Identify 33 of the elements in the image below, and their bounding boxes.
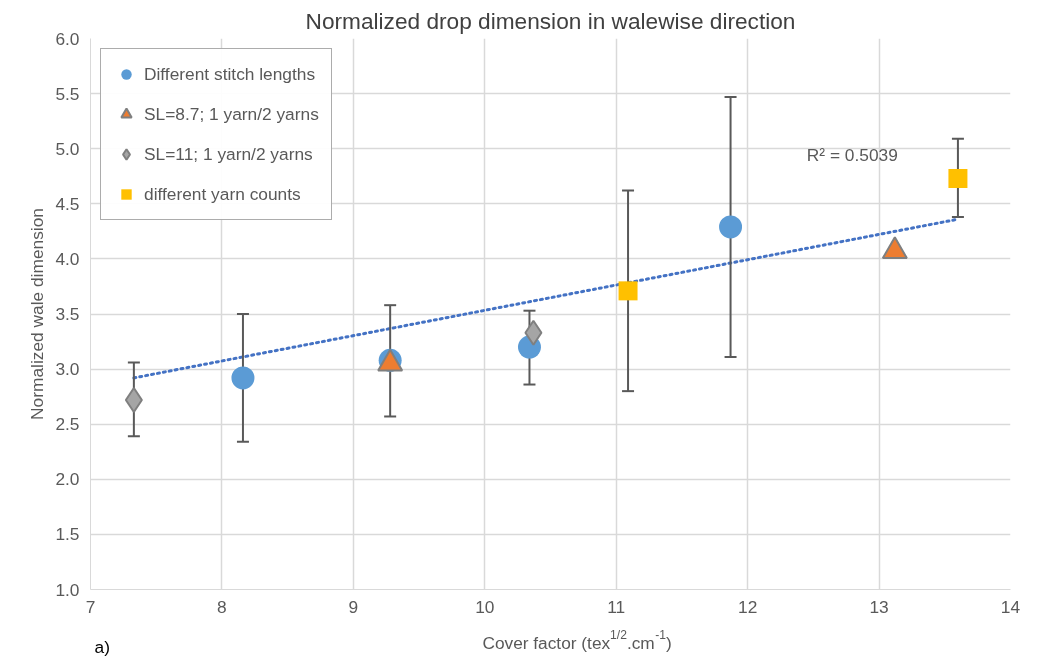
point bbox=[124, 386, 143, 413]
legend-label: SL=11; 1 yarn/2 yarns bbox=[144, 143, 313, 165]
y-tick-label: 1.0 bbox=[55, 579, 80, 600]
point bbox=[524, 319, 543, 346]
y-tick-label: 6.0 bbox=[55, 28, 80, 49]
x-tick-label: 10 bbox=[475, 596, 495, 617]
x-tick-label: 9 bbox=[348, 596, 359, 617]
point bbox=[618, 281, 638, 301]
y-tick-label: 5.0 bbox=[55, 138, 80, 159]
y-tick-label: 3.5 bbox=[55, 304, 80, 324]
y-tick-label: 2.5 bbox=[55, 414, 80, 435]
y-tick-label: 4.0 bbox=[55, 248, 80, 269]
point bbox=[948, 168, 968, 188]
point bbox=[231, 366, 255, 390]
y-tick-label: 3.0 bbox=[55, 359, 80, 380]
x-tick-label: 8 bbox=[217, 596, 227, 617]
legend-label: Different stitch lengths bbox=[144, 63, 316, 85]
legend-label: SL=8.7; 1 yarn/2 yarns bbox=[144, 103, 319, 125]
legend-label: different yarn counts bbox=[144, 183, 301, 205]
x-tick-label: 11 bbox=[607, 596, 626, 617]
x-tick-label: 13 bbox=[869, 596, 889, 617]
y-tick-label: 2.0 bbox=[55, 469, 80, 490]
y-axis-title: Normalized wale dimension bbox=[27, 208, 48, 420]
chart-title: Normalized drop dimension in walewise direction bbox=[305, 7, 796, 34]
annotation: R² = 0.5039 bbox=[806, 145, 898, 166]
text: a) bbox=[94, 636, 110, 657]
y-tick-label: 5.5 bbox=[55, 83, 80, 104]
point bbox=[719, 215, 743, 239]
x-tick-label: 12 bbox=[738, 596, 758, 617]
y-tick-label: 4.5 bbox=[55, 193, 80, 214]
x-tick-label: 14 bbox=[1000, 596, 1021, 617]
y-tick-label: 1.5 bbox=[55, 524, 80, 545]
x-tick-label: 7 bbox=[85, 596, 96, 617]
